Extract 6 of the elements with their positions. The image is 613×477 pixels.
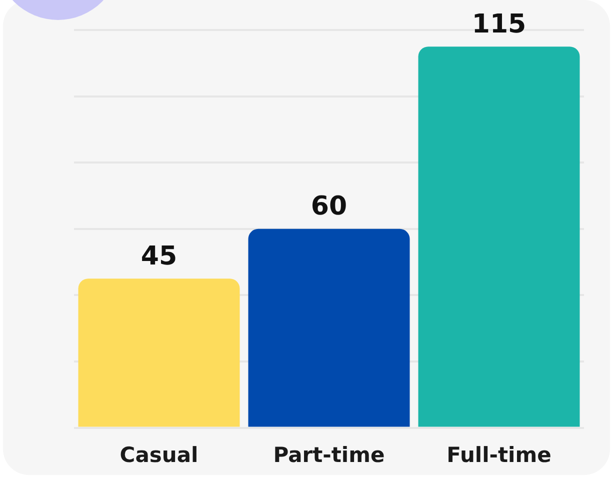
data-label: 60 (310, 192, 348, 222)
x-tick-label: Full-time (446, 442, 552, 467)
x-tick-label: Part-time (273, 442, 385, 467)
x-tick-label: Casual (120, 442, 198, 467)
data-label: 115 (472, 9, 526, 40)
data-label: 45 (140, 241, 178, 272)
